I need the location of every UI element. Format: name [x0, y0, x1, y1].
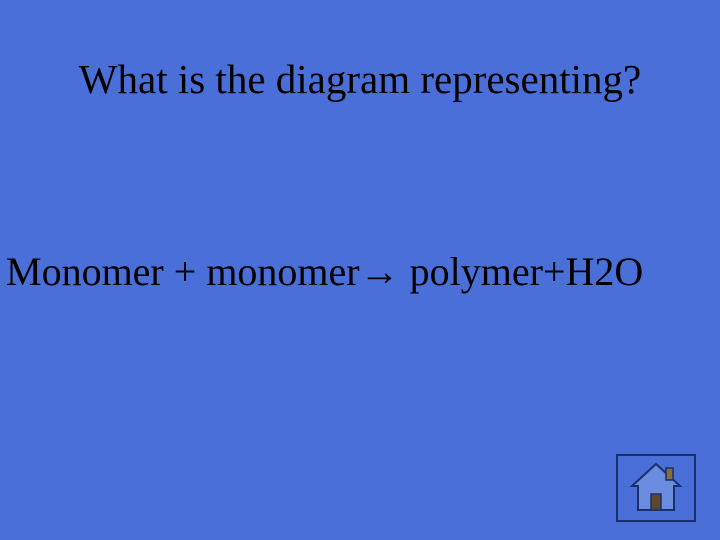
- equation-line: Monomer + monomer→ polymer+H2O: [0, 248, 720, 295]
- equation-right: polymer+H2O: [400, 249, 644, 294]
- slide-title: What is the diagram representing?: [0, 55, 720, 103]
- equation-left: Monomer + monomer: [6, 249, 360, 294]
- slide: What is the diagram representing? Monome…: [0, 0, 720, 540]
- home-button[interactable]: [616, 454, 696, 522]
- arrow-icon: →: [360, 250, 400, 294]
- home-icon: [628, 462, 684, 514]
